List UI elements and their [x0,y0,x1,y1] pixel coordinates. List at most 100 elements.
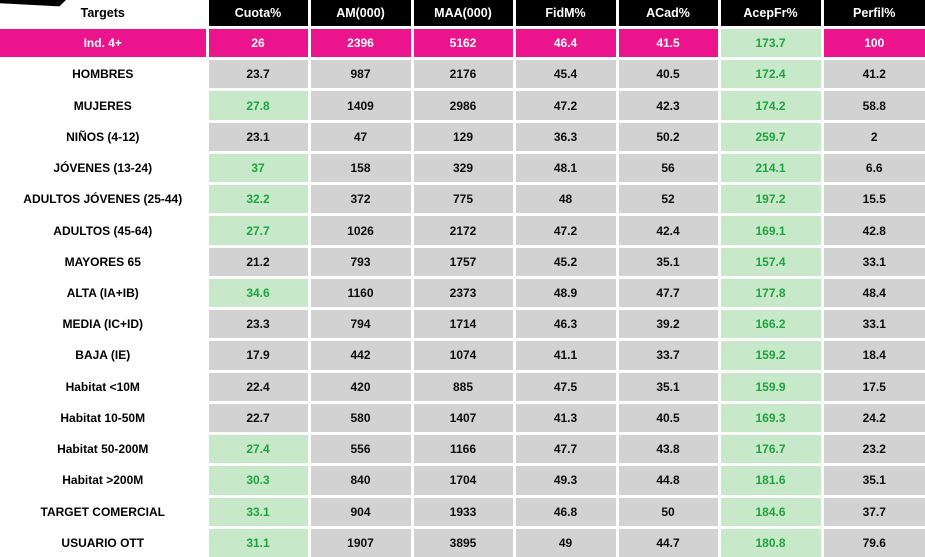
table-header: Targets Cuota% AM(000) MAA(000) FidM% AC… [0,0,925,29]
data-cell: 1907 [307,525,414,557]
header-cell-cuota: Cuota% [205,0,311,29]
row-label-cell: HOMBRES [0,57,209,92]
data-cell: 1166 [410,432,516,467]
data-cell: 1714 [410,307,516,342]
header-cell-fidm: FidM% [512,0,619,29]
header-cell-maa: MAA(000) [410,0,516,29]
table-row: TARGET COMERCIAL 33.1 904 1933 46.8 50 184.6 37… [0,494,925,529]
data-cell: 23.3 [205,307,311,342]
data-cell: 2 [820,119,925,154]
data-cell: 47.2 [512,88,619,123]
table-body: Ind. 4+ 26 2396 5162 46.4 41.5 173.7 100 HOMBRES… [0,25,925,557]
data-cell: 36.3 [512,119,619,154]
row-label-cell: USUARIO OTT [0,525,209,557]
data-cell: 1757 [410,244,516,279]
data-cell: 169.1 [717,213,824,248]
data-cell: 48.1 [512,150,619,186]
data-cell: 173.7 [717,25,824,61]
header-cell-acepfr: AcepFr% [717,0,824,29]
data-cell: 2396 [307,25,414,61]
data-cell: 47.7 [615,275,721,311]
data-cell: 49 [512,525,619,557]
row-label-cell: Habitat 50-200M [0,432,209,467]
table-row: NIÑOS (4-12) 23.1 47 129 36.3 50.2 259.7 2 [0,119,925,154]
data-cell: 904 [307,494,414,529]
data-cell: 49.3 [512,463,619,498]
row-label-cell: MUJERES [0,88,209,123]
data-cell: 50 [615,494,721,529]
data-cell: 18.4 [820,338,925,373]
data-cell: 885 [410,369,516,404]
data-cell: 174.2 [717,88,824,123]
data-cell: 46.8 [512,494,619,529]
row-label-cell: JÓVENES (13-24) [0,150,209,186]
data-cell: 41.1 [512,338,619,373]
data-cell: 372 [307,182,414,217]
table-row: USUARIO OTT 31.1 1907 3895 49 44.7 180.8 79.6 [0,525,925,557]
row-label-cell: ADULTOS (45-64) [0,213,209,248]
table-row: MEDIA (IC+ID) 23.3 794 1714 46.3 39.2 166.2 33.… [0,307,925,342]
data-cell: 794 [307,307,414,342]
data-cell: 214.1 [717,150,824,186]
data-cell: 172.4 [717,57,824,92]
table-row: Habitat <10M 22.4 420 885 47.5 35.1 159.9 17.5 [0,369,925,404]
data-cell: 2176 [410,57,516,92]
data-cell: 17.5 [820,369,925,404]
data-cell: 100 [820,25,925,61]
data-cell: 50.2 [615,119,721,154]
data-cell: 987 [307,57,414,92]
data-cell: 556 [307,432,414,467]
data-cell: 27.8 [205,88,311,123]
data-cell: 44.7 [615,525,721,557]
table-row: JÓVENES (13-24) 37 158 329 48.1 56 214.1 6.6 [0,150,925,186]
data-cell: 79.6 [820,525,925,557]
data-cell: 259.7 [717,119,824,154]
data-cell: 176.7 [717,432,824,467]
row-label-cell: NIÑOS (4-12) [0,119,209,154]
data-cell: 157.4 [717,244,824,279]
data-cell: 166.2 [717,307,824,342]
data-cell: 31.1 [205,525,311,557]
data-cell: 47.5 [512,369,619,404]
data-cell: 44.8 [615,463,721,498]
data-cell: 27.4 [205,432,311,467]
data-cell: 37 [205,150,311,186]
row-label-cell: TARGET COMERCIAL [0,494,209,529]
data-cell: 27.7 [205,213,311,248]
data-cell: 1407 [410,400,516,436]
header-cell-acad: ACad% [615,0,721,29]
row-label-cell: ADULTOS JÓVENES (25-44) [0,182,209,217]
data-cell: 52 [615,182,721,217]
header-cell-targets: Targets [0,0,209,29]
data-cell: 181.6 [717,463,824,498]
data-cell: 45.4 [512,57,619,92]
data-cell: 33.7 [615,338,721,373]
data-cell: 47.7 [512,432,619,467]
data-cell: 42.4 [615,213,721,248]
data-cell: 41.2 [820,57,925,92]
row-label-cell: Habitat >200M [0,463,209,498]
table-row: MUJERES 27.8 1409 2986 47.2 42.3 174.2 58.8 [0,88,925,123]
data-cell: 56 [615,150,721,186]
data-cell: 35.1 [820,463,925,498]
corner-logo-fragment [0,0,66,7]
data-cell: 1409 [307,88,414,123]
data-cell: 21.2 [205,244,311,279]
data-cell: 6.6 [820,150,925,186]
data-cell: 129 [410,119,516,154]
data-cell: 420 [307,369,414,404]
data-cell: 47.2 [512,213,619,248]
table-row: ALTA (IA+IB) 34.6 1160 2373 48.9 47.7 177.8 48.… [0,275,925,311]
data-cell: 1074 [410,338,516,373]
data-cell: 159.2 [717,338,824,373]
data-cell: 3895 [410,525,516,557]
header-cell-am: AM(000) [307,0,414,29]
data-cell: 32.2 [205,182,311,217]
data-cell: 23.7 [205,57,311,92]
data-cell: 180.8 [717,525,824,557]
row-label-cell: Habitat <10M [0,369,209,404]
data-cell: 22.7 [205,400,311,436]
header-row: Targets Cuota% AM(000) MAA(000) FidM% AC… [0,0,925,29]
